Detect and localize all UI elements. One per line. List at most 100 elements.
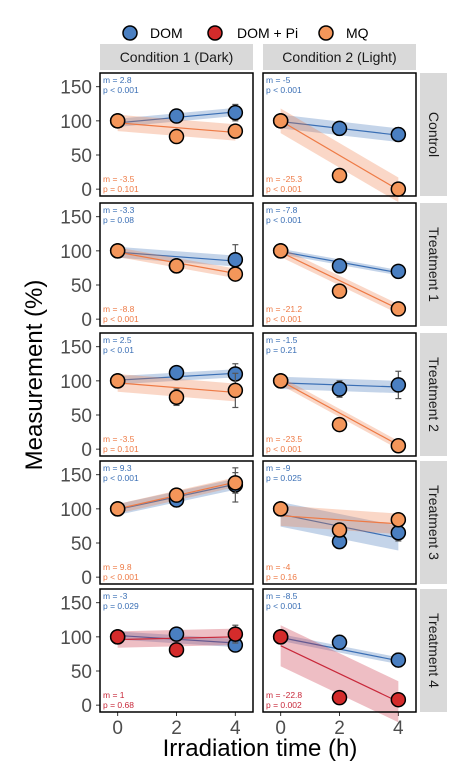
column-strip-bg (100, 44, 253, 70)
y-tick-label: 0 (81, 180, 92, 201)
stat-slope-mq: m = -21.2 (266, 304, 302, 314)
column-strip-label: Condition 2 (Light) (282, 49, 396, 65)
data-point-dom (331, 381, 348, 397)
stat-slope-dompi: m = -22.8 (266, 690, 302, 700)
data-point-dom (168, 108, 185, 124)
panel: m = -8.5p < 0.001 m = -22.8p = 0.002 (262, 588, 417, 723)
data-point-mq (272, 113, 289, 129)
data-point-mq (272, 243, 289, 259)
x-tick-label: 0 (112, 718, 123, 739)
row-strip-label: Treatment 2 (426, 357, 442, 432)
stat-pvalue-dom: p < 0.001 (103, 473, 139, 483)
data-point-dompi (331, 689, 348, 706)
panel-border (99, 72, 254, 197)
y-tick-label: 150 (60, 466, 92, 487)
stat-pvalue-mq: p < 0.001 (266, 314, 302, 324)
x-tick-label: 2 (171, 718, 182, 739)
stat-slope-dom: m = -3.3 (103, 205, 135, 215)
fit-line-mq (280, 380, 399, 446)
stat-slope-mq: m = -3.5 (103, 174, 135, 184)
stat-pvalue-mq: p = 0.101 (103, 444, 139, 454)
stat-slope-dom: m = 2.5 (103, 335, 132, 345)
y-tick-label: 50 (71, 534, 92, 555)
data-point-mq (331, 283, 348, 299)
legend-label-mq: MQ (346, 25, 369, 41)
stat-pvalue-dompi: p = 0.68 (103, 700, 134, 710)
column-strip-label: Condition 1 (Dark) (120, 49, 234, 65)
stat-pvalue-mq: p = 0.16 (266, 572, 297, 582)
x-tick-label: 2 (334, 718, 345, 739)
data-point-mq (227, 123, 244, 139)
panel-border (99, 460, 254, 585)
facet-strips: Condition 1 (Dark) Condition 2 (Light) Con… (100, 44, 447, 712)
fit-line-mq (280, 120, 399, 191)
data-point-dom (227, 251, 244, 268)
stat-pvalue-dom: p = 0.08 (103, 215, 134, 225)
stat-slope-mq: m = -25.3 (266, 174, 302, 184)
panel-border (262, 332, 417, 457)
y-axis-label: Measurement (%) (21, 280, 48, 471)
data-point-mq (227, 266, 244, 282)
stat-pvalue-dom: p < 0.001 (266, 85, 302, 95)
legend: DOM DOM + Pi MQ (122, 25, 369, 41)
row-strip-label: Treatment 4 (426, 613, 442, 688)
stat-pvalue-dom: p = 0.029 (103, 601, 139, 611)
panel: m = 2.8p < 0.001 m = -3.5p = 0.101 (99, 72, 254, 197)
x-tick-label: 0 (275, 718, 286, 739)
data-point-mq (109, 501, 126, 517)
column-strip-bg (263, 44, 416, 70)
stat-pvalue-mq: p < 0.001 (266, 184, 302, 194)
data-point-mq (390, 512, 407, 528)
data-point-mq (168, 258, 185, 274)
y-tick-label: 150 (60, 208, 92, 229)
y-tick-label: 150 (60, 78, 92, 99)
data-point-mq (390, 438, 407, 454)
stat-slope-mq: m = -3.5 (103, 434, 135, 444)
stat-slope-dom: m = -5 (266, 75, 291, 85)
stat-pvalue-dom: p < 0.001 (103, 85, 139, 95)
panel-border (99, 588, 254, 713)
panel-border (262, 460, 417, 585)
y-tick-label: 0 (81, 568, 92, 589)
stat-slope-dompi: m = 1 (103, 690, 125, 700)
stat-pvalue-dom: p = 0.025 (266, 473, 302, 483)
row-strip-label: Control (426, 112, 442, 157)
legend-label-dom: DOM (150, 25, 183, 41)
legend-label-dompi: DOM + Pi (237, 25, 298, 41)
panel-border (262, 72, 417, 197)
data-point-dom (227, 104, 244, 121)
panel: m = 2.5p < 0.01 m = -3.5p = 0.101 (99, 332, 254, 457)
x-axis-label: Irradiation time (h) (163, 735, 358, 762)
stat-slope-dom: m = -8.5 (266, 591, 298, 601)
fit-line-mq (117, 122, 236, 134)
stat-slope-mq: m = -23.5 (266, 434, 302, 444)
data-point-dompi (168, 642, 185, 658)
y-tick-label: 100 (60, 500, 92, 521)
stat-slope-mq: m = 9.8 (103, 562, 132, 572)
data-point-dom (390, 377, 407, 393)
data-point-mq (272, 373, 289, 389)
stat-pvalue-dom: p < 0.001 (266, 601, 302, 611)
y-tick-label: 0 (81, 310, 92, 331)
data-point-dompi (109, 629, 126, 645)
data-point-mq (168, 487, 185, 503)
stat-pvalue-mq: p < 0.001 (103, 314, 139, 324)
panel-background (100, 461, 253, 584)
panel: m = -3p = 0.029 m = 1p = 0.68 (99, 588, 254, 713)
y-tick-label: 100 (60, 372, 92, 393)
stat-slope-dom: m = -3 (103, 591, 128, 601)
panel: m = -1.5p = 0.21 m = -23.5p < 0.001 (262, 332, 417, 457)
data-point-dom (168, 626, 185, 642)
data-point-mq (168, 128, 185, 145)
data-point-mq (331, 522, 348, 538)
data-point-mq (331, 416, 348, 433)
data-point-mq (390, 181, 407, 197)
row-strip-bg (420, 589, 447, 712)
y-tick-label: 0 (81, 696, 92, 717)
facet-panels: 0 50 100 150 0 50 100 150 0 50 100 150 0 50 100 150 0 50 1… (60, 72, 417, 739)
stat-pvalue-dom: p < 0.001 (266, 215, 302, 225)
y-tick-label: 0 (81, 440, 92, 461)
panel-border (99, 332, 254, 457)
data-point-mq (331, 167, 348, 184)
